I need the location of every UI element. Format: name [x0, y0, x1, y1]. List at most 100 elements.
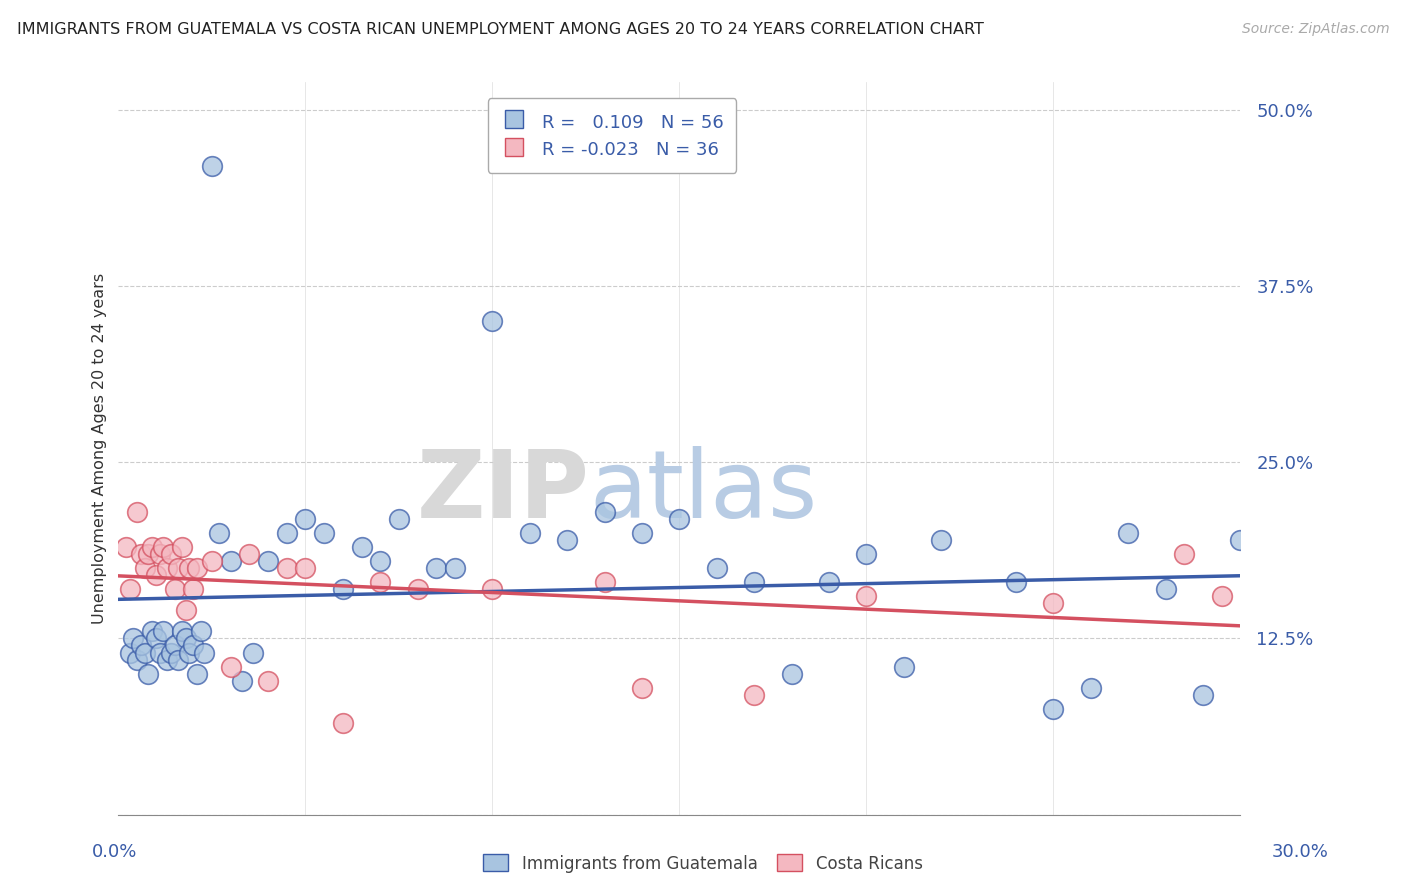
Point — [127, 505, 149, 519]
Point — [159, 646, 181, 660]
Point — [127, 652, 149, 666]
Point — [519, 525, 541, 540]
Point — [138, 666, 160, 681]
Point — [294, 511, 316, 525]
Point — [332, 582, 354, 596]
Point — [1080, 681, 1102, 695]
Point — [145, 568, 167, 582]
Point — [201, 160, 224, 174]
Text: Source: ZipAtlas.com: Source: ZipAtlas.com — [1241, 22, 1389, 37]
Point — [425, 561, 447, 575]
Point — [780, 666, 803, 681]
Point — [631, 525, 654, 540]
Point — [118, 646, 141, 660]
Point — [481, 314, 503, 328]
Point — [163, 639, 186, 653]
Point — [257, 554, 280, 568]
Point — [118, 582, 141, 596]
Point — [122, 632, 145, 646]
Point — [152, 624, 174, 639]
Point — [145, 632, 167, 646]
Point — [156, 561, 179, 575]
Point — [148, 547, 170, 561]
Point — [138, 547, 160, 561]
Text: atlas: atlas — [589, 446, 818, 538]
Point — [163, 582, 186, 596]
Point — [193, 646, 215, 660]
Point — [368, 554, 391, 568]
Point — [388, 511, 411, 525]
Point — [208, 525, 231, 540]
Legend: R =   0.109   N = 56, R = -0.023   N = 36: R = 0.109 N = 56, R = -0.023 N = 36 — [488, 98, 737, 173]
Point — [179, 561, 201, 575]
Point — [444, 561, 467, 575]
Point — [1229, 533, 1251, 547]
Point — [406, 582, 429, 596]
Point — [134, 561, 156, 575]
Point — [893, 659, 915, 673]
Point — [186, 666, 208, 681]
Point — [156, 652, 179, 666]
Point — [231, 673, 253, 688]
Point — [159, 547, 181, 561]
Text: ZIP: ZIP — [416, 446, 589, 538]
Point — [167, 561, 190, 575]
Point — [593, 575, 616, 590]
Point — [742, 688, 765, 702]
Point — [115, 540, 138, 554]
Point — [593, 505, 616, 519]
Point — [1173, 547, 1195, 561]
Point — [742, 575, 765, 590]
Text: 30.0%: 30.0% — [1272, 843, 1329, 861]
Point — [1005, 575, 1028, 590]
Point — [134, 646, 156, 660]
Point — [174, 632, 197, 646]
Text: 0.0%: 0.0% — [91, 843, 136, 861]
Point — [332, 716, 354, 731]
Point — [350, 540, 373, 554]
Point — [257, 673, 280, 688]
Point — [186, 561, 208, 575]
Point — [129, 547, 152, 561]
Point — [174, 603, 197, 617]
Point — [170, 624, 193, 639]
Point — [855, 547, 877, 561]
Point — [219, 554, 242, 568]
Point — [929, 533, 952, 547]
Point — [181, 582, 204, 596]
Point — [179, 646, 201, 660]
Legend: Immigrants from Guatemala, Costa Ricans: Immigrants from Guatemala, Costa Ricans — [477, 847, 929, 880]
Point — [631, 681, 654, 695]
Point — [141, 540, 163, 554]
Point — [668, 511, 690, 525]
Point — [219, 659, 242, 673]
Point — [238, 547, 260, 561]
Point — [141, 624, 163, 639]
Point — [276, 561, 298, 575]
Point — [1042, 596, 1064, 610]
Point — [190, 624, 212, 639]
Point — [855, 589, 877, 603]
Point — [170, 540, 193, 554]
Point — [818, 575, 841, 590]
Point — [1042, 702, 1064, 716]
Point — [152, 540, 174, 554]
Point — [1192, 688, 1215, 702]
Point — [276, 525, 298, 540]
Point — [148, 646, 170, 660]
Point — [481, 582, 503, 596]
Point — [181, 639, 204, 653]
Point — [1154, 582, 1177, 596]
Point — [129, 639, 152, 653]
Point — [314, 525, 336, 540]
Point — [167, 652, 190, 666]
Text: IMMIGRANTS FROM GUATEMALA VS COSTA RICAN UNEMPLOYMENT AMONG AGES 20 TO 24 YEARS : IMMIGRANTS FROM GUATEMALA VS COSTA RICAN… — [17, 22, 984, 37]
Point — [201, 554, 224, 568]
Point — [1116, 525, 1139, 540]
Y-axis label: Unemployment Among Ages 20 to 24 years: Unemployment Among Ages 20 to 24 years — [93, 273, 107, 624]
Point — [555, 533, 578, 547]
Point — [368, 575, 391, 590]
Point — [1211, 589, 1233, 603]
Point — [242, 646, 264, 660]
Point — [294, 561, 316, 575]
